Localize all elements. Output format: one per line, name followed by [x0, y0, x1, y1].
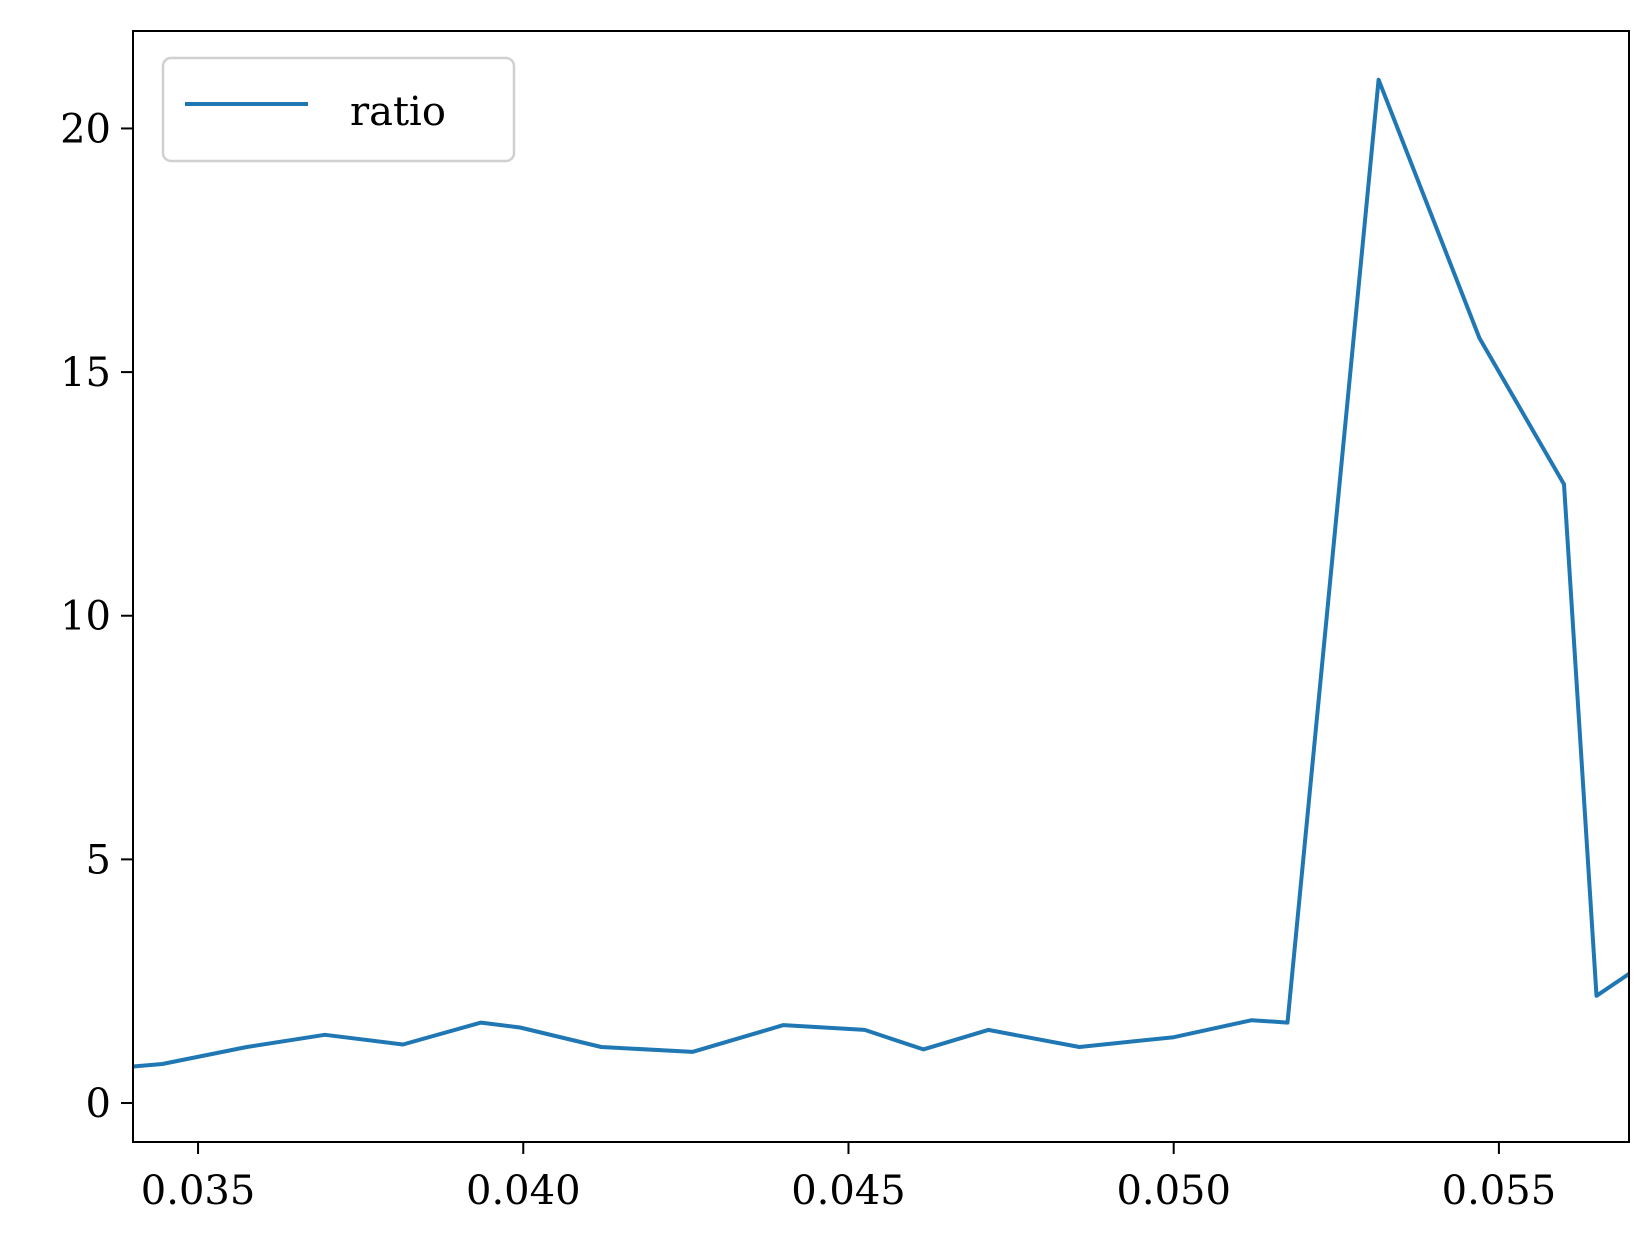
- legend-label-ratio: ratio: [350, 89, 446, 135]
- x-tick-label: 0.035: [141, 1168, 256, 1214]
- x-tick-label: 0.050: [1116, 1168, 1231, 1214]
- x-tick-label: 0.040: [466, 1168, 581, 1214]
- x-tick-label: 0.055: [1442, 1168, 1557, 1214]
- y-tick-label: 20: [60, 106, 111, 152]
- legend-box: [161, 56, 516, 163]
- y-tick-label: 5: [86, 837, 111, 883]
- y-tick-label: 0: [86, 1081, 111, 1127]
- x-axis: 0.035 0.040 0.045 0.050 0.055: [141, 1142, 1556, 1214]
- plot-frame: [132, 30, 1630, 1143]
- x-tick-label: 0.045: [791, 1168, 906, 1214]
- y-tick-label: 15: [60, 350, 111, 396]
- series-line-ratio: [133, 77, 1629, 1069]
- series-layer: [133, 77, 1629, 1069]
- y-tick-label: 10: [60, 594, 111, 640]
- y-axis: 0 5 10 15 20: [60, 106, 133, 1127]
- legend: ratio: [161, 56, 516, 163]
